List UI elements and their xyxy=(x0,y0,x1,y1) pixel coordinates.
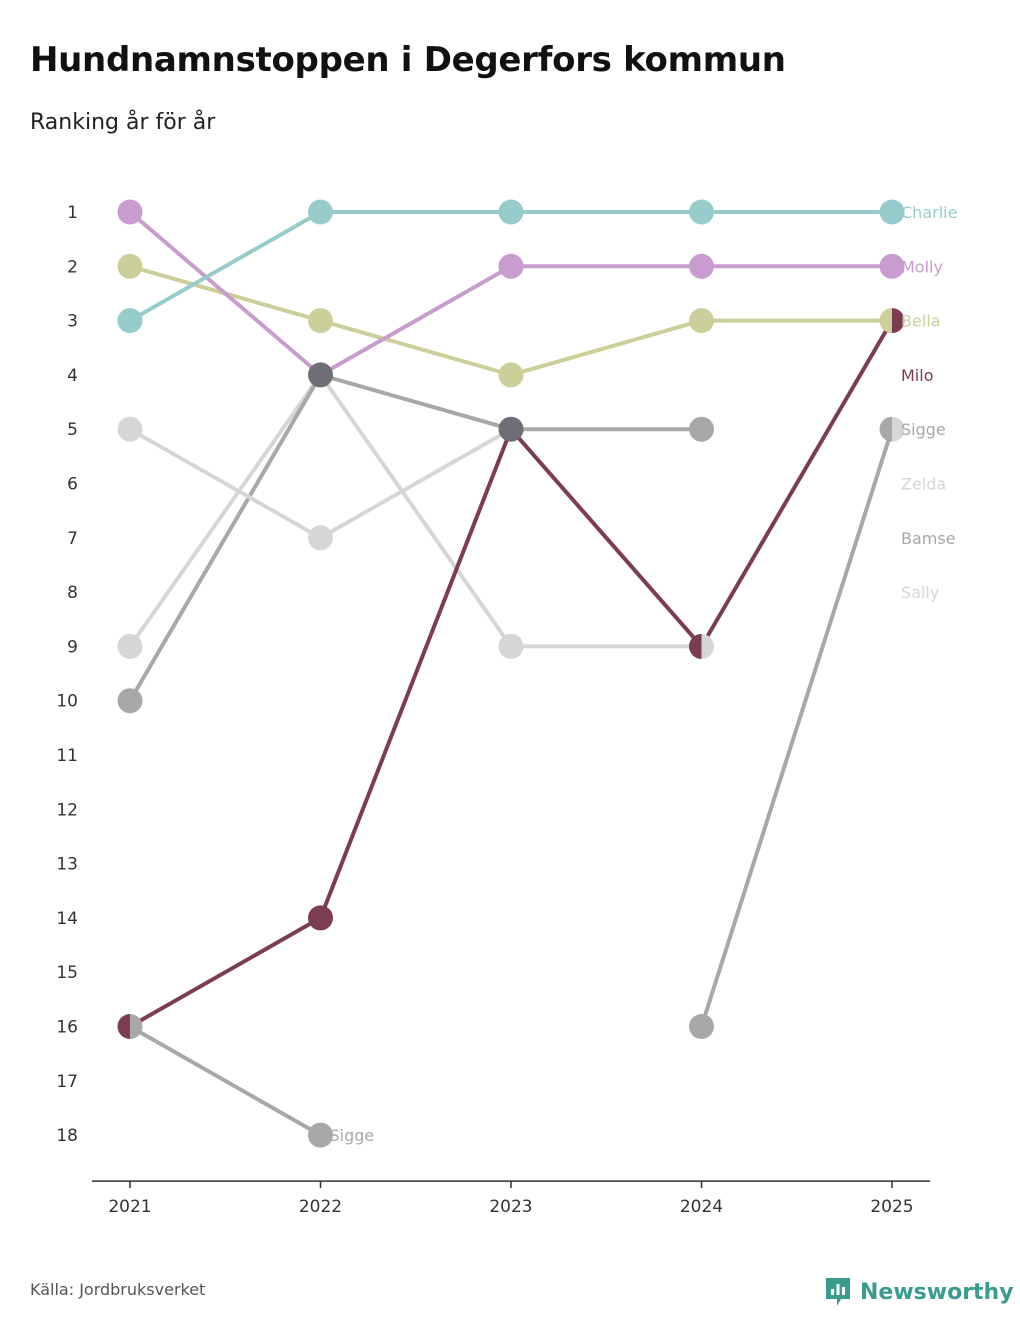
point-sally-bamse-molly-2022 xyxy=(308,362,333,388)
y-tick-label: 17 xyxy=(56,1072,78,1092)
point-label-sigge: Sigge xyxy=(330,1126,375,1145)
end-label-bella: Bella xyxy=(901,312,941,331)
line-bella xyxy=(128,264,894,377)
brand-logo[interactable]: Newsworthy xyxy=(824,1276,1014,1308)
series-lines xyxy=(128,210,894,1138)
y-tick-label: 11 xyxy=(56,746,78,766)
point-charlie-2021 xyxy=(117,308,143,334)
point-milo-2025-right xyxy=(892,308,905,334)
y-tick-label: 9 xyxy=(67,637,78,657)
end-label-zelda: Zelda xyxy=(901,475,946,494)
line-sally xyxy=(128,372,704,649)
point-bamse-zelda-milo-2023 xyxy=(498,416,524,442)
end-label-charlie: Charlie xyxy=(901,203,957,222)
x-tick-label: 2023 xyxy=(489,1197,532,1217)
point-sigge-2022 xyxy=(308,1122,333,1148)
point-bamse-2024 xyxy=(689,416,714,442)
y-tick-label: 8 xyxy=(67,583,78,603)
x-tick-label: 2022 xyxy=(299,1197,342,1217)
point-sigge-2024 xyxy=(689,1014,714,1039)
line-sigge xyxy=(128,1024,323,1138)
source-note: Källa: Jordbruksverket xyxy=(30,1280,206,1299)
point-milo-2024-left xyxy=(689,633,702,659)
y-tick-label: 10 xyxy=(56,692,78,712)
y-tick-label: 6 xyxy=(67,475,78,495)
end-label-sally: Sally xyxy=(901,583,939,602)
end-label-molly: Molly xyxy=(901,257,943,276)
y-tick-label: 18 xyxy=(56,1126,78,1146)
series-labels: Charlie Molly Bella Milo Sigge Zelda Bamse Sall… xyxy=(330,203,958,1145)
point-bella-2022 xyxy=(308,308,333,334)
point-bella-2023 xyxy=(498,362,524,388)
point-charlie-2023 xyxy=(498,199,524,225)
point-bella-2024 xyxy=(689,308,714,334)
point-sally-2023 xyxy=(498,633,524,659)
point-charlie-2022 xyxy=(308,199,333,225)
y-tick-label: 15 xyxy=(56,963,78,983)
point-molly-2021 xyxy=(117,199,143,225)
y-tick-label: 3 xyxy=(67,312,78,332)
point-molly-2024 xyxy=(689,253,714,279)
y-tick-label: 1 xyxy=(67,203,78,223)
point-charlie-2025 xyxy=(879,199,905,225)
point-zelda-2025-right xyxy=(892,416,905,442)
point-charlie-2024 xyxy=(689,199,714,225)
y-tick-label: 2 xyxy=(67,257,78,277)
x-tick-label: 2024 xyxy=(680,1197,723,1217)
line-molly xyxy=(128,210,894,377)
brand-name: Newsworthy xyxy=(860,1279,1014,1305)
end-label-milo: Milo xyxy=(901,366,933,385)
point-sigge-2025-left xyxy=(879,416,892,442)
point-bella-2021 xyxy=(117,253,143,279)
y-tick-label: 7 xyxy=(67,529,78,549)
y-tick-label: 16 xyxy=(56,1018,78,1038)
y-tick-label: 14 xyxy=(56,909,78,929)
x-tick-label: 2021 xyxy=(108,1197,151,1217)
series-points xyxy=(117,199,905,1148)
y-tick-label: 5 xyxy=(67,420,78,440)
y-tick-label: 12 xyxy=(56,800,78,820)
chart-title: Hundnamnstoppen i Degerfors kommun xyxy=(30,40,786,80)
point-sigge-2021-right xyxy=(130,1014,143,1039)
point-bella-2025-left xyxy=(879,308,892,334)
end-label-bamse: Bamse xyxy=(901,529,956,548)
chart-subtitle: Ranking år för år xyxy=(30,110,216,135)
line-bamse xyxy=(128,372,704,703)
line-zelda xyxy=(128,427,513,540)
x-tick-label: 2025 xyxy=(870,1197,913,1217)
point-milo-2021-left xyxy=(117,1014,130,1039)
point-milo-2022 xyxy=(308,905,333,931)
y-tick-label: 13 xyxy=(56,855,78,875)
line-sigge xyxy=(699,427,894,1029)
point-zelda-2022 xyxy=(308,525,333,551)
point-sally-2021 xyxy=(117,633,143,659)
y-tick-label: 4 xyxy=(67,366,78,386)
point-sally-2024-right xyxy=(701,633,714,659)
newsworthy-logo-icon xyxy=(826,1278,850,1306)
point-molly-2025 xyxy=(879,253,905,279)
end-label-sigge: Sigge xyxy=(901,420,946,439)
point-molly-2023 xyxy=(498,253,524,279)
point-bamse-2021 xyxy=(117,688,143,714)
point-zelda-2021 xyxy=(117,416,143,442)
